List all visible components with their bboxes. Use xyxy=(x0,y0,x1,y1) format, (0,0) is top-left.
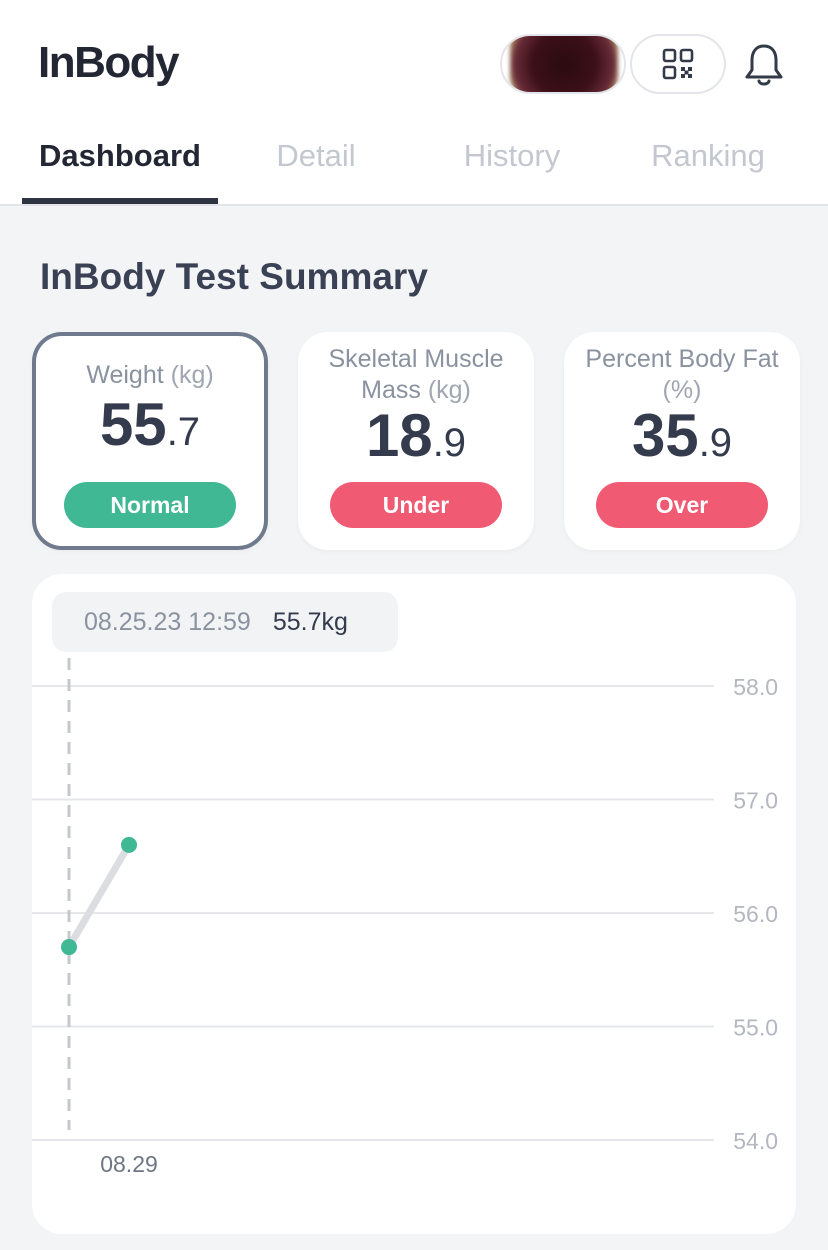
y-tick-label: 58.0 xyxy=(733,674,778,700)
notifications-button[interactable] xyxy=(742,40,786,90)
x-tick-label: 08.29 xyxy=(100,1151,158,1177)
value-decimal: .9 xyxy=(698,421,733,465)
status-badge: Under xyxy=(330,482,502,528)
profile-avatar xyxy=(510,36,618,92)
series-line xyxy=(65,841,133,951)
active-tab-indicator xyxy=(22,198,218,204)
weight-card[interactable]: Weight (kg) 55.7 Normal xyxy=(32,332,268,550)
value-integer: 35 xyxy=(631,402,699,469)
y-tick-label: 54.0 xyxy=(733,1128,778,1154)
value-decimal: .7 xyxy=(166,410,201,454)
status-badge: Normal xyxy=(64,482,236,528)
chart-tooltip: 08.25.23 12:59 55.7kg xyxy=(52,592,398,652)
card-label: Weight (kg) xyxy=(36,336,264,391)
app-header: InBody Dashboard Detail History Ranking xyxy=(0,0,828,206)
card-label-text: Weight xyxy=(86,361,164,389)
card-value: 35.9 xyxy=(564,404,800,475)
bell-icon xyxy=(745,44,783,86)
weight-chart-card: 58.0 57.0 56.0 55.0 54.0 08.29 08.25.23 12:59… xyxy=(32,574,796,1234)
card-unit: (kg) xyxy=(170,361,214,389)
status-badge: Over xyxy=(596,482,768,528)
data-point xyxy=(121,836,137,853)
card-value: 18.9 xyxy=(298,404,534,475)
y-tick-label: 56.0 xyxy=(733,901,778,927)
value-integer: 55 xyxy=(99,391,167,458)
tab-history[interactable]: History xyxy=(463,138,561,173)
tab-ranking[interactable]: Ranking xyxy=(651,138,765,173)
card-unit: (kg) xyxy=(427,376,471,404)
card-value: 55.7 xyxy=(36,393,264,464)
card-unit: (%) xyxy=(662,376,702,404)
value-decimal: .9 xyxy=(432,421,467,465)
y-tick-label: 57.0 xyxy=(733,788,778,814)
card-label: Percent Body Fat (%) xyxy=(564,332,800,406)
section-title: InBody Test Summary xyxy=(40,256,428,297)
qr-code-icon xyxy=(662,48,694,80)
card-label: Skeletal Muscle Mass (kg) xyxy=(298,332,534,406)
tab-detail[interactable]: Detail xyxy=(276,138,356,173)
profile-button[interactable] xyxy=(500,34,626,94)
y-tick-label: 55.0 xyxy=(733,1015,778,1041)
skeletal-muscle-mass-card[interactable]: Skeletal Muscle Mass (kg) 18.9 Under xyxy=(298,332,534,550)
tooltip-date: 08.25.23 12:59 xyxy=(84,607,251,636)
card-label-text: Skeletal Muscle Mass xyxy=(328,345,504,404)
tab-bar: Dashboard Detail History Ranking xyxy=(0,128,828,204)
data-point xyxy=(61,939,77,956)
card-label-text: Percent Body Fat xyxy=(585,345,779,373)
tooltip-value: 55.7kg xyxy=(272,607,348,636)
percent-body-fat-card[interactable]: Percent Body Fat (%) 35.9 Over xyxy=(564,332,800,550)
inbody-logo: InBody xyxy=(38,38,180,87)
tab-dashboard[interactable]: Dashboard xyxy=(39,138,201,173)
value-integer: 18 xyxy=(365,402,433,469)
weight-line-chart[interactable]: 58.0 57.0 56.0 55.0 54.0 08.29 xyxy=(32,574,796,1234)
qr-code-button[interactable] xyxy=(630,34,726,94)
